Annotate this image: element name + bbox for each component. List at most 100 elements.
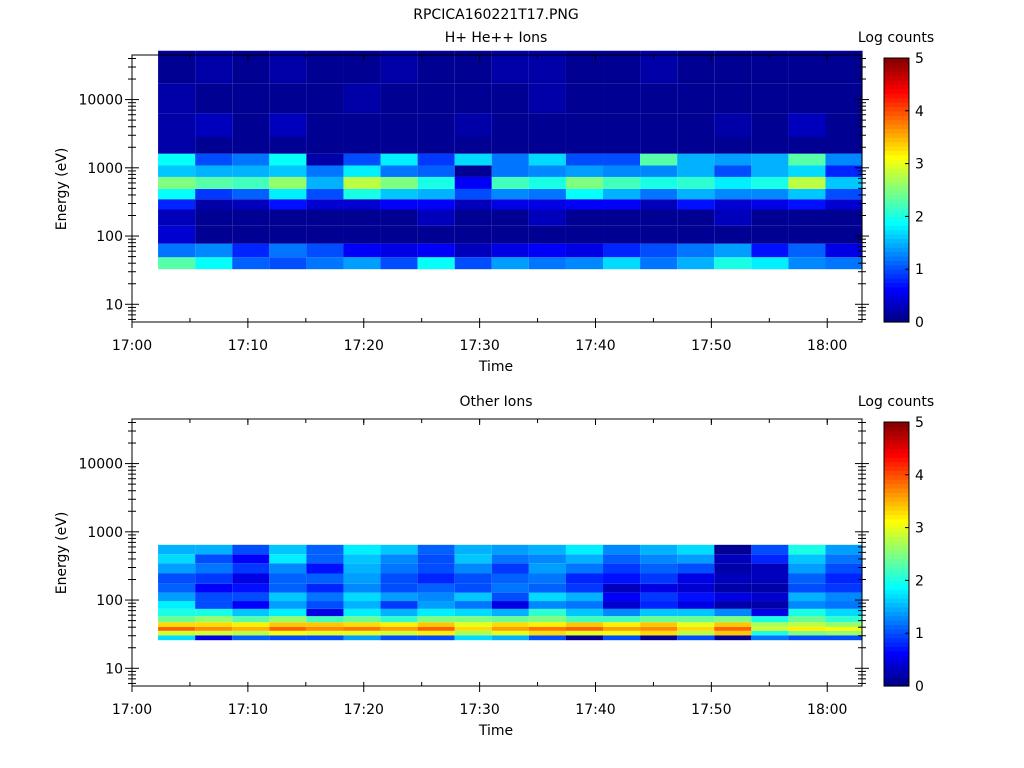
- colorbar-segment: [884, 505, 909, 511]
- colorbar-tick-label: 1: [915, 262, 924, 278]
- heatmap-cell: [195, 137, 233, 154]
- heatmap-cell: [158, 544, 196, 555]
- heatmap-cell: [195, 635, 233, 641]
- heatmap-cell: [640, 601, 678, 609]
- heatmap-cell: [380, 601, 418, 609]
- heatmap-cell: [454, 626, 492, 631]
- colorbar-segment: [884, 571, 909, 577]
- heatmap-cell: [158, 257, 196, 270]
- heatmap-cell: [195, 243, 233, 258]
- heatmap-cell: [380, 113, 418, 137]
- heatmap-cell: [677, 563, 715, 574]
- heatmap-cell: [677, 209, 715, 226]
- colorbar-tick-label: 0: [915, 315, 924, 331]
- colorbar-segment: [884, 150, 909, 156]
- heatmap-cell: [603, 137, 641, 154]
- heatmap-cell: [640, 165, 678, 177]
- heatmap-cell: [269, 165, 307, 177]
- heatmap-cell: [454, 243, 492, 258]
- heatmap-cell: [677, 626, 715, 631]
- x-tick-label: 17:00: [112, 702, 152, 718]
- heatmap-cell: [343, 165, 381, 177]
- heatmap-cell: [491, 630, 529, 636]
- heatmap-cell: [677, 601, 715, 609]
- heatmap-cell: [714, 209, 752, 226]
- heatmap-cell: [677, 137, 715, 154]
- heatmap-cell: [640, 544, 678, 555]
- heatmap-cell: [195, 113, 233, 137]
- heatmap-cell: [380, 209, 418, 226]
- colorbar-segment: [884, 457, 909, 463]
- colorbar-segment: [884, 62, 909, 68]
- heatmap-cell: [714, 165, 752, 177]
- heatmap-cell: [565, 225, 604, 244]
- heatmap-cell: [640, 626, 678, 631]
- heatmap-cell: [825, 83, 863, 114]
- heatmap-cell: [195, 554, 233, 564]
- heatmap-cell: [232, 83, 270, 114]
- heatmap-cell: [825, 616, 863, 623]
- colorbar-segment: [884, 229, 909, 235]
- colorbar-segment: [884, 124, 909, 129]
- heatmap-cell: [158, 616, 196, 623]
- colorbar-segment: [884, 536, 909, 542]
- colorbar-segment: [884, 163, 909, 169]
- heatmap-cell: [603, 199, 641, 210]
- heatmap-cell: [195, 176, 233, 189]
- heatmap-cell: [417, 188, 455, 200]
- heatmap-cell: [454, 257, 492, 270]
- heatmap-cell: [306, 137, 344, 154]
- heatmap-cell: [380, 153, 418, 166]
- heatmap-cell: [343, 601, 381, 609]
- x-tick-label: 17:00: [112, 338, 152, 354]
- heatmap-cell: [491, 165, 529, 177]
- heatmap-cell: [454, 188, 492, 200]
- heatmap-cell: [417, 209, 455, 226]
- colorbar-segment: [884, 558, 909, 564]
- colorbar-segment: [884, 518, 909, 524]
- heatmap-cell: [677, 630, 715, 636]
- heatmap-cell: [158, 601, 196, 609]
- heatmap-cell: [158, 83, 196, 114]
- heatmap-cell: [232, 50, 270, 84]
- heatmap-cell: [565, 630, 604, 636]
- heatmap-cell: [269, 199, 307, 210]
- heatmap-cell: [640, 50, 678, 84]
- heatmap-cell: [603, 583, 641, 593]
- heatmap-cell: [528, 608, 566, 617]
- heatmap-cell: [306, 563, 344, 574]
- heatmap-cell: [417, 137, 455, 154]
- colorbar-segment: [884, 430, 909, 436]
- colorbar-segment: [884, 313, 909, 319]
- colorbar-segment: [884, 659, 909, 665]
- heatmap-cell: [825, 583, 863, 593]
- colorbar-segment: [884, 168, 909, 173]
- heatmap-cell: [454, 83, 492, 114]
- heatmap-cell: [454, 630, 492, 636]
- heatmap-cell: [306, 188, 344, 200]
- colorbar-segment: [884, 624, 909, 630]
- heatmap-cell: [195, 188, 233, 200]
- heatmap-cell: [232, 199, 270, 210]
- heatmap-cell: [677, 573, 715, 584]
- heatmap-cell: [528, 573, 566, 584]
- heatmap-cell: [158, 188, 196, 200]
- heatmap-cell: [751, 622, 789, 627]
- heatmap-cell: [528, 83, 566, 114]
- heatmap-cell: [677, 199, 715, 210]
- heatmap-cell: [714, 608, 752, 617]
- heatmap-cell: [269, 592, 307, 602]
- heatmap-cell: [751, 544, 789, 555]
- heatmap-cell: [454, 622, 492, 627]
- colorbar-segment: [884, 615, 909, 621]
- heatmap-cell: [232, 635, 270, 641]
- heatmap-cell: [528, 601, 566, 609]
- heatmap-cell: [269, 554, 307, 564]
- heatmap-cell: [306, 554, 344, 564]
- heatmap-cell: [565, 616, 604, 623]
- colorbar-segment: [884, 106, 909, 112]
- heatmap-cell: [714, 243, 752, 258]
- heatmap-cell: [306, 176, 344, 189]
- heatmap-cell: [454, 176, 492, 189]
- heatmap-cell: [788, 209, 826, 226]
